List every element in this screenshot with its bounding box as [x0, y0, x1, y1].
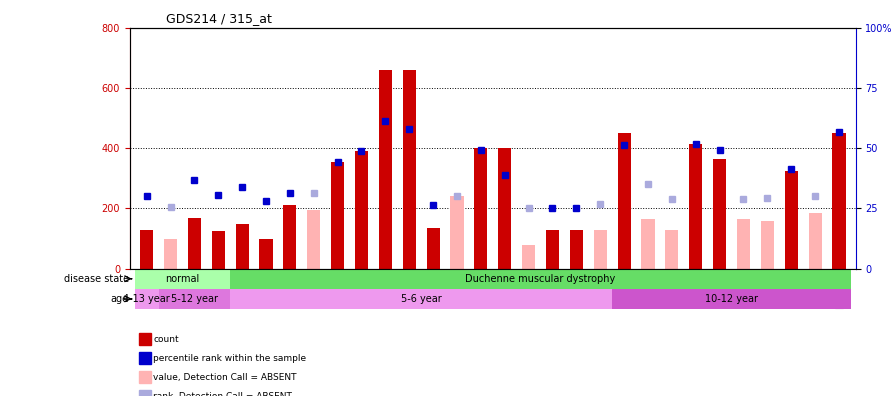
- Bar: [188, 217, 201, 269]
- Bar: [617, 133, 631, 269]
- Bar: [737, 219, 750, 269]
- Bar: [832, 133, 846, 269]
- Bar: [236, 223, 249, 269]
- Bar: [570, 230, 583, 269]
- Bar: [164, 238, 177, 269]
- Bar: [642, 219, 655, 269]
- Text: age: age: [110, 294, 129, 304]
- Bar: [355, 151, 368, 269]
- Text: disease state: disease state: [64, 274, 129, 284]
- Bar: [474, 148, 487, 269]
- Text: value, Detection Call = ABSENT: value, Detection Call = ABSENT: [153, 373, 297, 382]
- Text: count: count: [153, 335, 179, 344]
- Bar: [379, 70, 392, 269]
- Text: 5-6 year: 5-6 year: [401, 294, 442, 304]
- Text: percentile rank within the sample: percentile rank within the sample: [153, 354, 306, 363]
- Bar: [307, 210, 320, 269]
- Bar: [230, 289, 612, 309]
- Bar: [808, 213, 822, 269]
- Bar: [785, 171, 797, 269]
- Bar: [761, 221, 774, 269]
- Bar: [134, 269, 230, 289]
- Text: normal: normal: [166, 274, 200, 284]
- Bar: [522, 245, 535, 269]
- Bar: [689, 144, 702, 269]
- Bar: [159, 289, 230, 309]
- Bar: [331, 162, 344, 269]
- Text: 10-12 year: 10-12 year: [705, 294, 758, 304]
- Bar: [140, 230, 153, 269]
- Bar: [612, 289, 851, 309]
- Bar: [666, 230, 678, 269]
- Bar: [498, 148, 512, 269]
- Bar: [451, 196, 463, 269]
- Bar: [283, 206, 297, 269]
- Bar: [546, 230, 559, 269]
- Bar: [230, 269, 851, 289]
- Text: 5-12 year: 5-12 year: [171, 294, 218, 304]
- Text: 4-13 year: 4-13 year: [124, 294, 170, 304]
- Bar: [402, 70, 416, 269]
- Bar: [713, 159, 726, 269]
- Bar: [260, 238, 272, 269]
- Bar: [426, 228, 440, 269]
- Bar: [211, 231, 225, 269]
- Text: Duchenne muscular dystrophy: Duchenne muscular dystrophy: [465, 274, 616, 284]
- Text: rank, Detection Call = ABSENT: rank, Detection Call = ABSENT: [153, 392, 292, 396]
- Bar: [134, 289, 159, 309]
- Bar: [594, 230, 607, 269]
- Text: GDS214 / 315_at: GDS214 / 315_at: [167, 12, 272, 25]
